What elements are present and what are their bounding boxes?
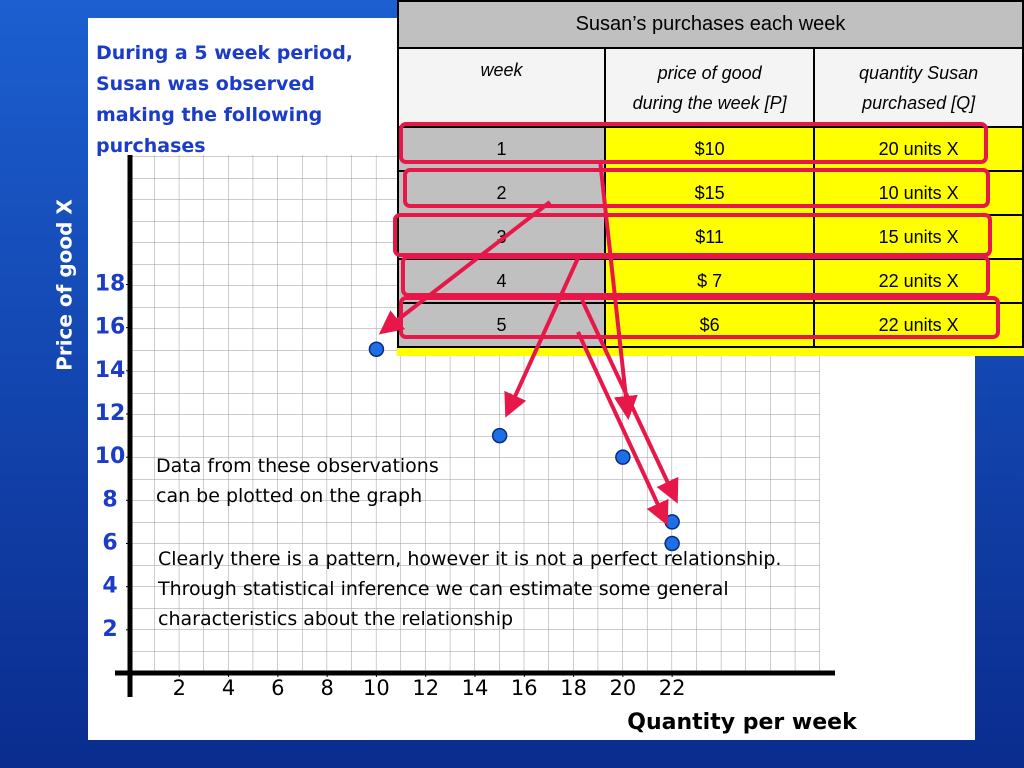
annotation-line: Data from these observations bbox=[156, 455, 439, 477]
arrow bbox=[580, 299, 679, 504]
arrow bbox=[598, 159, 638, 420]
arrow bbox=[378, 200, 552, 335]
description-line: purchases bbox=[96, 135, 206, 157]
x-tick-label: 20 bbox=[609, 676, 636, 700]
point bbox=[615, 449, 631, 465]
description-line: During a 5 week period, bbox=[96, 42, 354, 64]
y-tick-label: 18 bbox=[95, 272, 126, 297]
x-tick-label: 10 bbox=[363, 676, 390, 700]
header-line: during the week [P] bbox=[632, 92, 787, 113]
x-tick-label: 4 bbox=[222, 676, 235, 700]
annotation: Data from these observations can be plott… bbox=[156, 451, 439, 511]
x-tick-label: 12 bbox=[412, 676, 439, 700]
annotation-line: Clearly there is a pattern, however it i… bbox=[158, 548, 782, 570]
table-row: 1 $10 20 units X bbox=[396, 126, 1024, 172]
description-line: making the following bbox=[96, 104, 323, 126]
table-cell: $6 bbox=[604, 302, 816, 348]
x-tick-label: 8 bbox=[320, 676, 333, 700]
x-axis-label: Quantity per week bbox=[627, 710, 858, 735]
annotation-line: can be plotted on the graph bbox=[156, 485, 423, 507]
point bbox=[664, 535, 680, 552]
y-tick-label: 10 bbox=[95, 444, 126, 469]
annotation-line: characteristics about the relationship bbox=[158, 608, 514, 630]
column-header: week bbox=[396, 47, 607, 128]
x-tick-label: 18 bbox=[560, 676, 587, 700]
description-line: Susan was observed bbox=[96, 73, 315, 95]
row-highlight bbox=[399, 296, 1000, 339]
table-title: Susan’s purchases each week bbox=[397, 0, 1024, 49]
header-line: price of good bbox=[657, 62, 762, 83]
header-line: quantity Susan bbox=[859, 62, 979, 83]
y-tick-label: 6 bbox=[102, 531, 117, 556]
y-tick-label: 12 bbox=[95, 401, 126, 426]
y-axis-label: Price of good X bbox=[53, 199, 77, 371]
y-tick-label: 8 bbox=[102, 487, 117, 512]
header-line: purchased [Q] bbox=[862, 92, 976, 113]
point bbox=[491, 427, 508, 444]
arrow bbox=[504, 257, 580, 418]
row-highlight bbox=[403, 168, 990, 208]
point bbox=[368, 341, 385, 357]
x-tick-label: 2 bbox=[173, 676, 186, 700]
arrow bbox=[576, 331, 669, 526]
table-cell: 22 units X bbox=[813, 302, 1024, 348]
column-header: quantity Susan purchased [Q] bbox=[813, 47, 1024, 128]
table-row: 5 $6 22 units X bbox=[396, 302, 1024, 348]
y-tick-label: 16 bbox=[95, 315, 126, 340]
x-tick-label: 6 bbox=[271, 676, 284, 700]
y-tick-label: 2 bbox=[102, 617, 117, 642]
row-highlight bbox=[399, 122, 988, 164]
column-header: price of good during the week [P] bbox=[604, 47, 816, 128]
table-cell: 5 bbox=[396, 302, 607, 348]
description: During a 5 week period, Susan was observe… bbox=[96, 38, 353, 162]
annotation-line: Through statistical inference we can est… bbox=[158, 578, 729, 600]
y-tick-label: 14 bbox=[95, 358, 126, 383]
annotation: Clearly there is a pattern, however it i… bbox=[158, 544, 781, 634]
y-tick-label: 4 bbox=[102, 574, 117, 599]
x-tick-label: 22 bbox=[659, 676, 686, 700]
header-line: week bbox=[480, 60, 523, 80]
row-highlight bbox=[393, 213, 992, 257]
x-tick-label: 16 bbox=[511, 676, 538, 700]
table-cell: $11 bbox=[604, 214, 816, 260]
x-tick-label: 14 bbox=[462, 676, 489, 700]
row-highlight bbox=[401, 255, 990, 297]
